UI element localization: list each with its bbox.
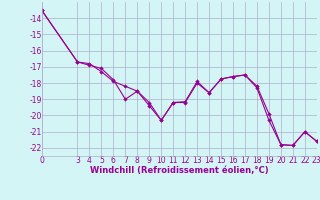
X-axis label: Windchill (Refroidissement éolien,°C): Windchill (Refroidissement éolien,°C) <box>90 166 268 175</box>
